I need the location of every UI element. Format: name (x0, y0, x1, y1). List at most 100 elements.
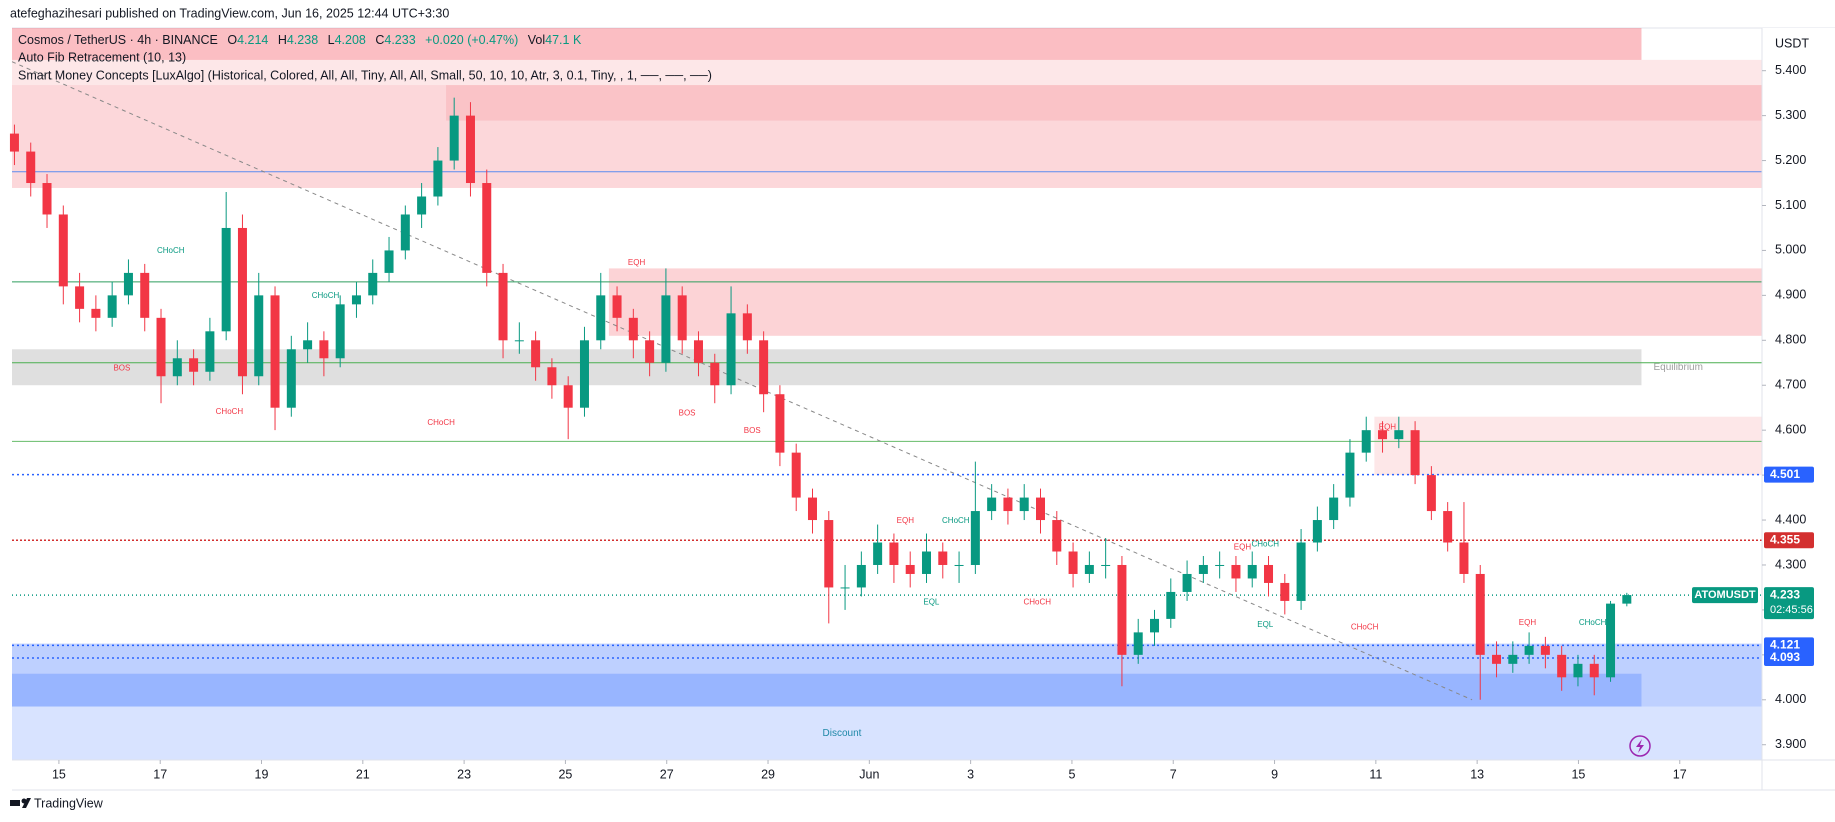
smc-label: EQH (1379, 422, 1397, 431)
smc-label: CHoCH (312, 291, 340, 300)
candle-body (693, 340, 703, 363)
alert-circle[interactable] (1629, 735, 1651, 757)
candle-body (563, 385, 573, 408)
zone (12, 643, 1762, 707)
candle-body (791, 452, 801, 498)
candle-body (1101, 564, 1111, 566)
smc-label: EQH (1234, 542, 1252, 551)
y-tick-label: 5.000 (1775, 243, 1806, 257)
price-label-box (1764, 466, 1814, 483)
price-label: 4.093 (1770, 650, 1800, 664)
candle-body (1426, 475, 1436, 512)
candle-body (26, 151, 36, 184)
candle-body (1573, 663, 1583, 678)
field-value: 4.233 (384, 33, 415, 47)
y-tick-label: 4.900 (1775, 288, 1806, 302)
candle-body (807, 497, 817, 521)
price-label-box (1764, 637, 1814, 654)
y-tick-label: 5.400 (1775, 63, 1806, 77)
candle-body (1475, 573, 1485, 655)
zone (12, 28, 1642, 60)
x-tick-label: 5 (1068, 767, 1075, 781)
candle-body (1589, 663, 1599, 678)
tv-logo: TradingView (10, 796, 104, 810)
publisher: atefeghazihesari published on TradingVie… (10, 6, 449, 20)
candle-body (1394, 430, 1404, 440)
candle-body (873, 542, 883, 565)
volume: 47.1 K (545, 33, 582, 47)
field-value: 4.214 (237, 33, 268, 47)
zone-label: Equilibrium (1653, 362, 1702, 373)
candle-body (1540, 645, 1550, 655)
candle-body (433, 160, 443, 197)
candle-body (970, 511, 980, 565)
y-tick-label: 4.600 (1775, 422, 1806, 436)
legend: Cosmos / TetherUS · 4h · BINANCE O4.214 … (18, 33, 712, 82)
candle-body (140, 272, 150, 318)
zone-label: Discount (823, 728, 862, 739)
symbol-label: ATOMUSDT (1694, 589, 1756, 601)
price-axis (1762, 28, 1835, 820)
y-tick-label: 3.900 (1775, 737, 1806, 751)
change: +0.020 (+0.47%) (425, 33, 518, 47)
candle-body (824, 520, 834, 588)
field-label: H (278, 33, 287, 47)
x-tick-label: 25 (558, 767, 572, 781)
zone (12, 673, 1642, 707)
x-tick-label: 15 (1571, 767, 1585, 781)
smc-label: EQH (897, 516, 915, 525)
candle-body (156, 317, 166, 377)
candle-body (9, 133, 19, 152)
zone (446, 85, 1763, 121)
plot-area: Equilibrium Discount CHoCH BOS CHoCH CHoCH CHo… (9, 28, 1763, 760)
zone (608, 268, 1762, 336)
candle-body (123, 272, 133, 296)
field-label: O (227, 33, 237, 47)
x-tick-label: 7 (1170, 767, 1177, 781)
symbol-label-box (1692, 587, 1758, 604)
candle-body (1508, 654, 1518, 664)
smc-label: BOS (744, 426, 761, 435)
y-tick-label: 4.000 (1775, 692, 1806, 706)
price-label: 4.233 (1770, 587, 1800, 601)
candle-body (921, 551, 931, 574)
smc-label: CHoCH (1251, 540, 1279, 549)
price-label: 4.355 (1770, 532, 1800, 546)
candle-body (1492, 654, 1502, 664)
smc-label: EQL (1257, 620, 1274, 629)
candle-body (1296, 542, 1306, 601)
candle-body (775, 394, 785, 453)
smc-label: CHoCH (427, 418, 455, 427)
candle-body (221, 227, 231, 332)
candle-body (335, 304, 345, 359)
level-line (11, 61, 1473, 701)
candle-body (417, 196, 427, 215)
alert-bolt[interactable] (1636, 739, 1644, 753)
candle-body (726, 313, 736, 386)
x-tick-label: 23 (457, 767, 471, 781)
price-label-box (1764, 649, 1814, 666)
candle-body (91, 308, 101, 318)
candle-body (579, 340, 589, 408)
alert-icon[interactable] (1629, 735, 1651, 757)
price-label-box (1764, 532, 1814, 549)
candle-body (645, 340, 655, 363)
candle-body (1052, 520, 1062, 552)
candle-body (1068, 551, 1078, 574)
candle-body (1003, 497, 1013, 512)
candle-body (482, 183, 492, 273)
smc-label: BOS (113, 363, 130, 372)
candle-body (1345, 452, 1355, 498)
candle-body (1133, 632, 1143, 655)
x-tick-label: 3 (967, 767, 974, 781)
x-tick-label: 27 (660, 767, 674, 781)
smc-label: CHoCH (157, 246, 185, 255)
candle-body (1329, 497, 1339, 521)
countdown: 02:45:56 (1770, 604, 1813, 616)
candle-body (1378, 430, 1388, 440)
candle-body (759, 340, 769, 395)
x-tick-label: 17 (1673, 767, 1687, 781)
candle-body (351, 295, 361, 305)
smc-label: EQH (1519, 618, 1537, 627)
